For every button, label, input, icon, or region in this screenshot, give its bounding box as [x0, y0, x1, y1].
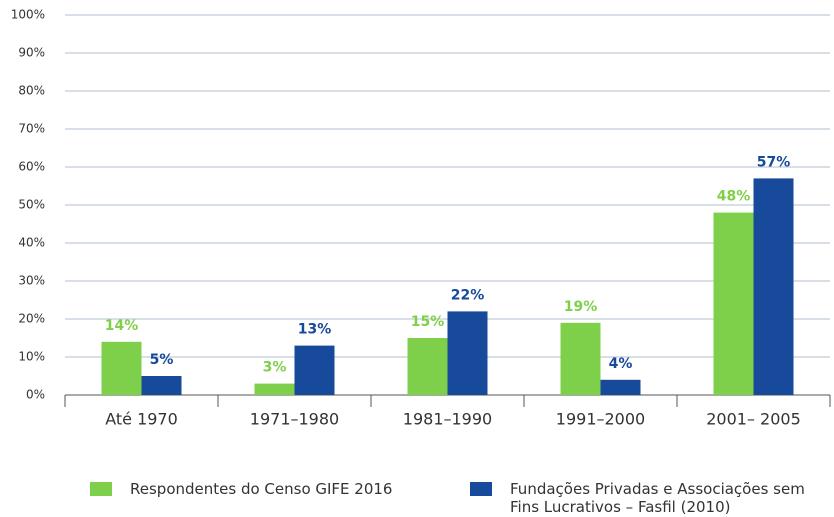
x-tick-label: 1991–2000 — [556, 410, 645, 429]
data-label: 5% — [150, 352, 174, 368]
y-tick-label: 10% — [18, 350, 45, 364]
y-tick-label: 0% — [26, 388, 45, 402]
x-tick-label: 2001– 2005 — [706, 410, 801, 429]
y-tick-label: 80% — [18, 84, 45, 98]
x-tick-label: Até 1970 — [105, 410, 178, 429]
data-label: 4% — [609, 356, 633, 372]
y-tick-label: 20% — [18, 312, 45, 326]
legend-item: Fundações Privadas e Associações sem Fin… — [470, 480, 834, 516]
bar — [101, 341, 142, 395]
bar — [407, 338, 448, 395]
x-tick-label: 1981–1990 — [403, 410, 492, 429]
bar — [447, 311, 488, 395]
data-label: 22% — [451, 287, 485, 303]
data-label: 15% — [411, 314, 445, 330]
legend-item: Respondentes do Censo GIFE 2016 — [90, 480, 430, 498]
data-label: 57% — [757, 154, 791, 170]
bar — [141, 376, 182, 395]
y-tick-label: 50% — [18, 198, 45, 212]
data-label: 48% — [717, 189, 751, 205]
bar — [753, 178, 794, 395]
bar — [713, 212, 754, 395]
y-tick-label: 60% — [18, 160, 45, 174]
y-tick-label: 40% — [18, 236, 45, 250]
data-label: 14% — [105, 318, 139, 334]
x-tick-label: 1971–1980 — [250, 410, 339, 429]
data-label: 13% — [298, 322, 332, 338]
y-tick-label: 90% — [18, 46, 45, 60]
y-tick-label: 30% — [18, 274, 45, 288]
y-tick-label: 100% — [11, 8, 45, 22]
y-tick-label: 70% — [18, 122, 45, 136]
legend-label: Respondentes do Censo GIFE 2016 — [130, 480, 393, 498]
bar — [294, 345, 335, 395]
legend-label: Fundações Privadas e Associações sem Fin… — [510, 480, 805, 516]
bar — [560, 322, 601, 395]
data-label: 19% — [564, 299, 598, 315]
bar — [600, 379, 641, 395]
data-label: 3% — [263, 360, 287, 376]
bar — [254, 383, 295, 395]
legend-swatch — [90, 482, 112, 496]
legend-swatch — [470, 482, 492, 496]
